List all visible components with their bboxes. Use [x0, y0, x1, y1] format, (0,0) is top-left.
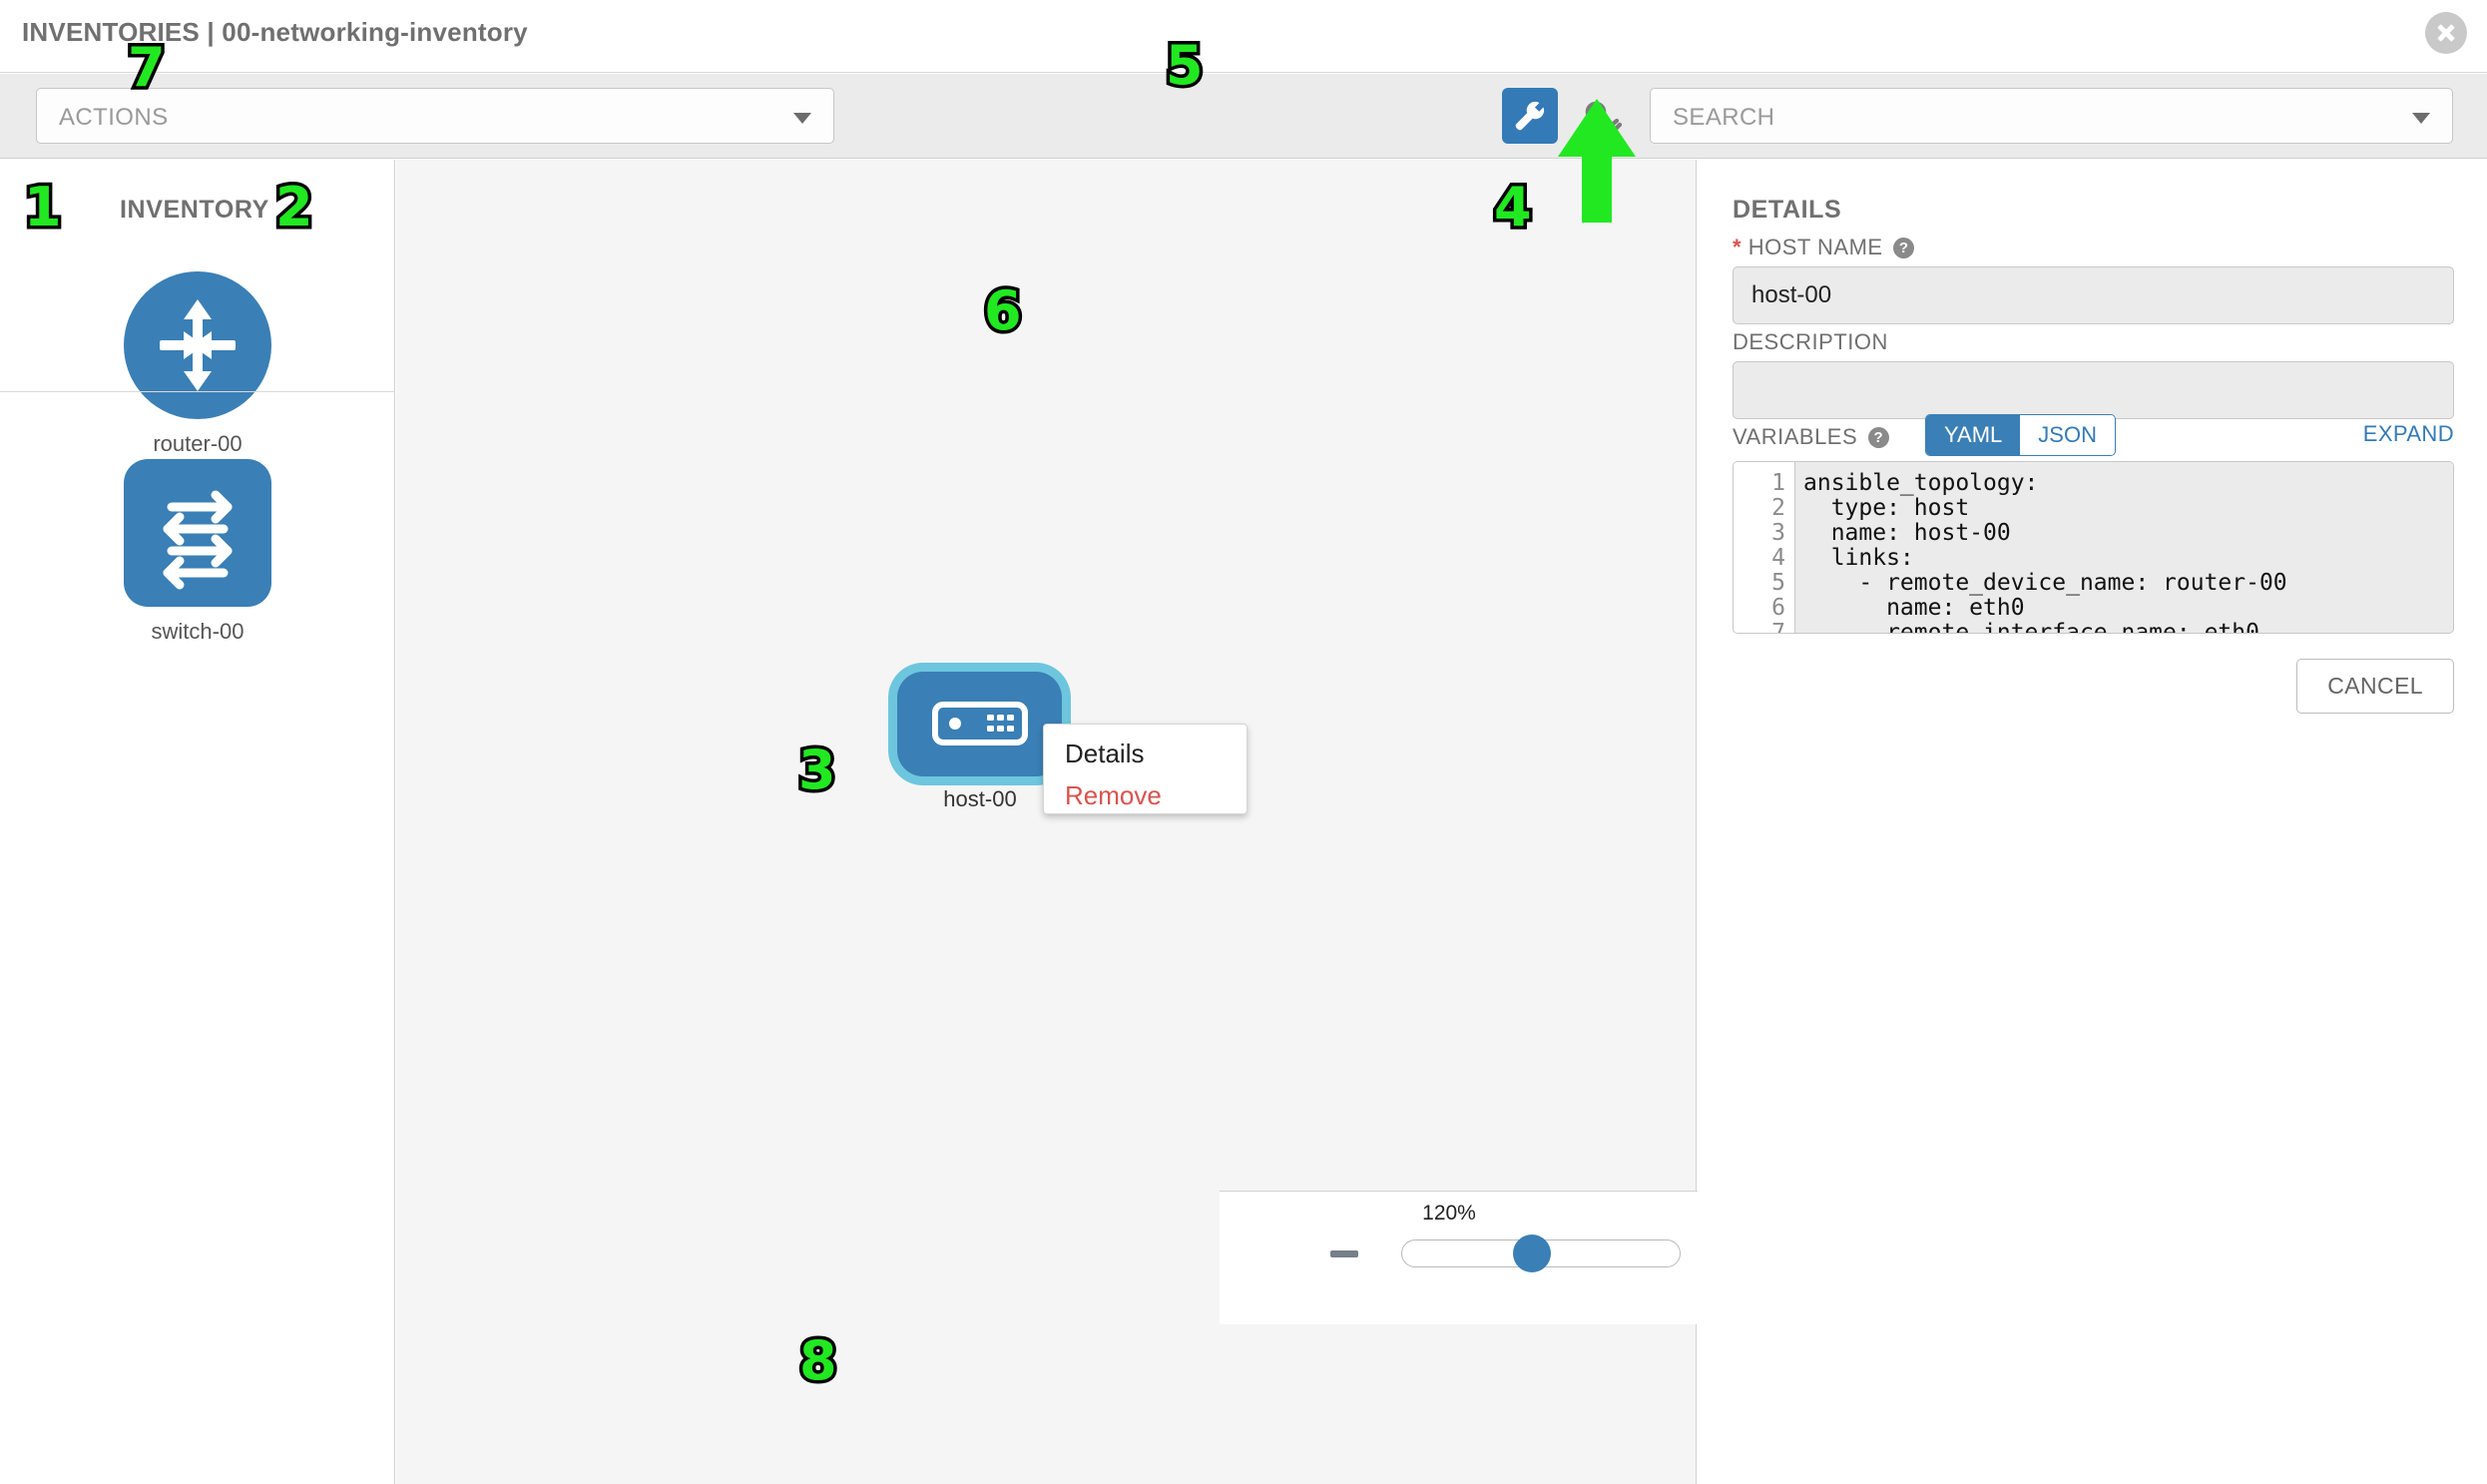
palette-item-label: router-00	[153, 431, 243, 456]
variables-label: VARIABLES ?	[1733, 424, 1889, 450]
topology-node-host[interactable]	[897, 672, 1062, 776]
code-line: ansible_topology:	[1803, 470, 2039, 496]
toolbar: ACTIONS SEARCH	[0, 74, 2487, 159]
palette-item-switch[interactable]: switch-00	[0, 459, 395, 645]
chevron-down-icon[interactable]	[2412, 113, 2430, 124]
details-panel-title: DETAILS	[1733, 196, 1842, 224]
editor-content[interactable]: ansible_topology: type: host name: host-…	[1795, 462, 2453, 633]
line-number: 7	[1771, 620, 1785, 634]
format-toggle-json[interactable]: JSON	[2020, 415, 2115, 455]
host-name-label: * HOST NAME ?	[1733, 235, 1915, 260]
code-line: - remote_device_name: router-00	[1803, 570, 2287, 596]
switch-glyph	[163, 490, 233, 590]
close-icon[interactable]	[2425, 12, 2467, 54]
chevron-down-icon	[793, 113, 811, 124]
window-header: INVENTORIES | 00-networking-inventory	[0, 0, 2487, 73]
code-line: name: host-00	[1803, 520, 2011, 546]
help-icon[interactable]: ?	[1867, 427, 1889, 448]
details-panel: DETAILS * HOST NAME ? host-00 DESCRIPTIO…	[1698, 160, 2487, 1484]
description-label: DESCRIPTION	[1733, 329, 1888, 354]
palette-item-router[interactable]: router-00	[0, 271, 395, 457]
host-name-label-text: HOST NAME	[1747, 235, 1883, 259]
context-menu-item-details[interactable]: Details	[1065, 739, 1145, 768]
variables-label-text: VARIABLES	[1733, 424, 1858, 449]
code-line: links:	[1803, 545, 1914, 571]
zoom-out-button[interactable]	[1330, 1250, 1358, 1257]
actions-dropdown[interactable]: ACTIONS	[36, 88, 834, 144]
code-line: type: host	[1803, 495, 1970, 521]
format-toggle-yaml[interactable]: YAML	[1926, 415, 2021, 455]
topology-node-label: host-00	[890, 786, 1070, 812]
router-icon	[124, 271, 271, 419]
palette-item-label: switch-00	[151, 619, 245, 644]
required-asterisk: *	[1733, 235, 1742, 259]
description-field[interactable]	[1733, 361, 2454, 419]
zoom-slider-thumb[interactable]	[1513, 1235, 1551, 1272]
code-line: name: eth0	[1803, 595, 2025, 621]
search-input[interactable]: SEARCH	[1650, 88, 2453, 144]
format-toggle-group: YAML JSON	[1925, 414, 2116, 456]
inventory-palette-panel: INVENTORY router-00	[0, 160, 395, 1484]
editor-gutter: 1 2 3 4 5 6 7	[1734, 462, 1795, 633]
wrench-glyph	[1515, 101, 1545, 131]
line-number: 4	[1771, 545, 1785, 571]
wrench-icon[interactable]	[1502, 88, 1558, 144]
node-context-menu: Details Remove	[1043, 724, 1247, 814]
cancel-button[interactable]: CANCEL	[2296, 659, 2454, 714]
help-icon[interactable]: ?	[1893, 238, 1915, 258]
line-number: 1	[1771, 470, 1785, 496]
code-line: remote_interface_name: eth0	[1803, 620, 2259, 634]
expand-link[interactable]: EXPAND	[2362, 421, 2454, 446]
key-glyph	[1585, 101, 1623, 134]
context-menu-item-remove[interactable]: Remove	[1065, 780, 1162, 810]
host-name-value: host-00	[1751, 281, 1832, 308]
server-icon	[932, 702, 1028, 745]
search-placeholder: SEARCH	[1673, 104, 1775, 131]
page-title: INVENTORIES | 00-networking-inventory	[22, 17, 528, 47]
variables-code-editor[interactable]: 1 2 3 4 5 6 7 ansible_topology: type: ho…	[1733, 461, 2454, 634]
line-number: 6	[1771, 595, 1785, 621]
line-number: 5	[1771, 570, 1785, 596]
router-glyph	[160, 299, 236, 391]
zoom-percent-label: 120%	[1422, 1202, 1476, 1225]
line-number: 2	[1771, 495, 1785, 521]
inventory-panel-title: INVENTORY	[120, 196, 269, 224]
palette-divider	[0, 391, 395, 392]
actions-dropdown-label: ACTIONS	[59, 104, 169, 131]
line-number: 3	[1771, 520, 1785, 546]
host-name-field[interactable]: host-00	[1733, 266, 2454, 324]
switch-icon	[124, 459, 271, 607]
key-icon[interactable]	[1575, 88, 1631, 144]
